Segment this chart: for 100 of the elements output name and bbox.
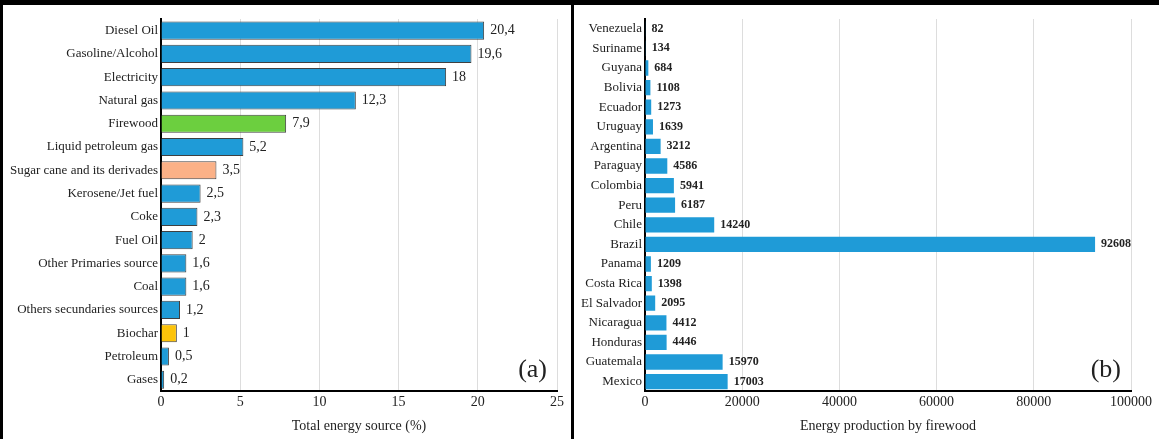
data-label: 5941 [679,177,704,192]
y-tick-label: Panama [600,255,643,271]
data-label: 82 [651,20,664,35]
bar [645,256,651,272]
y-tick-label: Gasoline/Alcohol [66,45,159,61]
y-tick-label: Brazil [610,235,643,251]
x-tick-label: 0 [157,394,165,410]
y-tick-label: Natural gas [98,91,158,107]
bar [645,373,728,390]
data-label: 684 [654,60,673,75]
y-tick-label: Costa Rica [585,275,643,291]
bar [645,197,676,213]
x-axis-title: Total energy source (%) [291,418,427,435]
data-label: 1209 [656,256,681,271]
y-tick-label: Argentina [590,137,643,153]
y-tick-label: Nicaragua [588,314,643,330]
y-tick-label: Uruguay [596,118,643,134]
data-label: 1,2 [186,301,204,317]
data-label: 1,6 [192,278,210,294]
data-label: 5,2 [249,138,267,154]
bar [645,236,1096,253]
bar [645,158,668,174]
data-label: 18 [452,68,467,84]
x-tick-label: 5 [236,394,244,410]
data-label: 1,6 [192,255,210,271]
y-tick-label: Gases [126,371,158,387]
data-label: 4412 [672,314,697,329]
y-tick-label: Paraguay [593,157,643,173]
y-tick-label: Ecuador [598,98,643,114]
y-tick-label: Guatemala [585,353,643,369]
bar [645,315,667,331]
y-tick-label: El Salvador [581,294,643,310]
data-label: 4586 [673,158,698,173]
x-tick-label: 60000 [919,394,955,410]
data-label: 3212 [666,138,691,153]
x-tick-label: 0 [641,394,649,410]
y-tick-label: Electricity [103,68,159,84]
data-label: 134 [651,40,670,55]
bar [645,354,723,370]
data-label: 1639 [658,118,683,133]
y-tick-label: Coal [133,278,159,294]
y-tick-label: Peru [618,196,643,212]
data-label: 3,5 [222,161,240,177]
y-tick-label: Bolivia [603,79,643,95]
data-label: 0,5 [174,348,193,364]
y-tick-label: Honduras [591,333,643,349]
data-label: 1108 [656,79,680,94]
data-label: 19,6 [477,45,502,61]
annotation: (a) [518,354,547,384]
data-label: 2095 [661,295,686,310]
data-label: 2,3 [203,208,221,224]
annotation: (b) [1090,354,1121,384]
x-tick-label: 15 [391,394,406,410]
data-label: 1 [182,324,190,340]
data-label: 1273 [657,99,682,114]
y-tick-label: Coke [130,208,159,224]
data-label: 20,4 [490,22,515,38]
x-tick-label: 20000 [724,394,760,410]
y-tick-label: Suriname [592,39,643,55]
data-label: 14240 [720,216,751,231]
y-tick-label: Sugar cane and its derivades [9,161,158,177]
y-tick-label: Chile [613,216,643,232]
data-label: 2,5 [206,185,225,201]
bar [645,334,667,351]
data-label: 6187 [681,197,706,212]
y-tick-label: Mexico [602,373,643,389]
data-label: 1398 [657,275,682,290]
y-tick-label: Diesel Oil [104,22,159,38]
y-tick-label: Other Primaries source [38,254,159,270]
x-axis-title: Energy production by firewood [800,418,976,434]
bar [645,295,656,311]
y-tick-label: Others secundaries sources [17,301,158,317]
data-label: 12,3 [361,92,387,108]
data-label: 2 [198,231,206,247]
x-tick-label: 20 [470,394,485,410]
data-label: 17003 [733,373,764,388]
x-tick-label: 80000 [1016,394,1052,410]
x-tick-label: 100000 [1110,394,1152,410]
bar [645,217,715,233]
data-label: 4446 [672,334,697,349]
y-tick-label: Venezuela [588,20,643,36]
bar [645,119,653,135]
y-tick-label: Petroleum [104,347,158,363]
x-tick-label: 40000 [821,394,857,410]
bar [645,177,674,194]
data-label: 92608 [1101,236,1132,251]
data-label: 7,9 [292,115,310,131]
data-label: 15970 [728,354,759,369]
y-tick-label: Liquid petroleum gas [46,138,158,154]
x-tick-label: 10 [312,394,327,410]
x-tick-label: 25 [550,394,564,410]
y-tick-label: Firewood [108,115,159,131]
data-label: 0,2 [170,371,188,387]
bar [645,275,652,292]
y-tick-label: Guyana [601,59,643,75]
y-tick-label: Kerosene/Jet fuel [67,184,159,200]
y-tick-label: Colombia [590,177,643,193]
y-tick-label: Biochar [116,324,159,340]
bar [645,138,661,155]
y-tick-label: Fuel Oil [115,231,159,247]
